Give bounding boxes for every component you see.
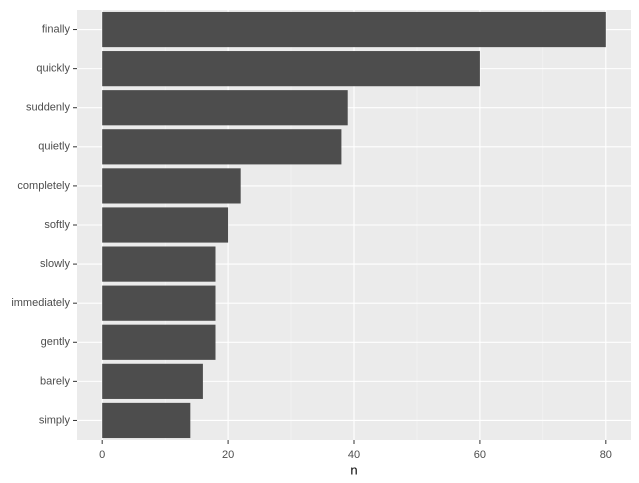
x-tick-label: 60 [474, 449, 486, 461]
bar [102, 363, 203, 399]
x-tick-label: 40 [348, 449, 360, 461]
bar [102, 90, 348, 126]
bar [102, 51, 480, 87]
bar [102, 168, 241, 204]
y-tick-label: barely [40, 375, 70, 387]
x-axis-title: n [350, 462, 357, 477]
bar [102, 129, 342, 165]
bar [102, 324, 216, 360]
bar [102, 402, 191, 439]
x-tick-label: 0 [99, 449, 105, 461]
y-tick-label: completely [17, 180, 70, 192]
y-tick-label: gently [41, 336, 71, 348]
y-tick-label: softly [44, 219, 70, 231]
y-tick-label: finally [42, 23, 71, 35]
y-tick-label: suddenly [26, 102, 71, 114]
x-tick-label: 20 [222, 449, 234, 461]
y-tick-label: quickly [36, 63, 70, 75]
bar [102, 246, 216, 282]
y-tick-label: quietly [38, 141, 70, 153]
y-tick-label: immediately [11, 297, 70, 309]
bar [102, 285, 216, 321]
bar [102, 11, 606, 48]
y-tick-label: simply [39, 414, 71, 426]
x-tick-label: 80 [600, 449, 612, 461]
bar [102, 207, 229, 243]
y-tick-label: slowly [40, 258, 70, 270]
